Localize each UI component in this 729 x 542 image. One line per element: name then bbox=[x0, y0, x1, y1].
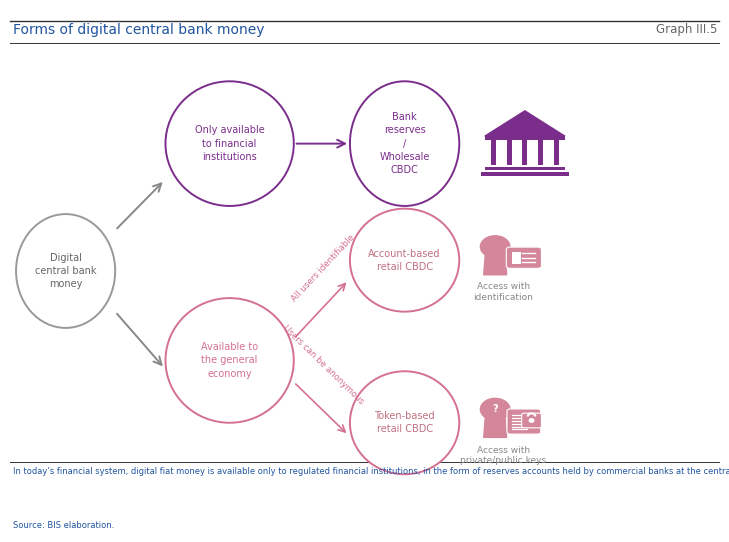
Ellipse shape bbox=[350, 81, 459, 206]
FancyBboxPatch shape bbox=[485, 136, 565, 140]
Text: Access with
private/public keys: Access with private/public keys bbox=[460, 446, 547, 466]
Text: In today’s financial system, digital fiat money is available only to regulated f: In today’s financial system, digital fia… bbox=[13, 467, 729, 476]
FancyBboxPatch shape bbox=[554, 137, 558, 165]
Ellipse shape bbox=[165, 81, 294, 206]
FancyBboxPatch shape bbox=[485, 167, 565, 170]
Ellipse shape bbox=[165, 298, 294, 423]
Text: Users can be anonymous: Users can be anonymous bbox=[281, 324, 366, 406]
Text: All users identifiable: All users identifiable bbox=[290, 233, 357, 304]
Text: Digital
central bank
money: Digital central bank money bbox=[35, 253, 96, 289]
Text: Bank
reserves
/
Wholesale
CBDC: Bank reserves / Wholesale CBDC bbox=[379, 112, 430, 175]
Polygon shape bbox=[483, 417, 507, 437]
Text: Graph III.5: Graph III.5 bbox=[656, 23, 717, 36]
Text: Available to
the general
economy: Available to the general economy bbox=[201, 342, 258, 379]
FancyBboxPatch shape bbox=[512, 253, 521, 264]
Text: Access with
identification: Access with identification bbox=[473, 282, 534, 301]
FancyBboxPatch shape bbox=[491, 137, 496, 165]
Ellipse shape bbox=[350, 209, 459, 312]
Circle shape bbox=[480, 236, 510, 257]
Ellipse shape bbox=[350, 371, 459, 474]
FancyBboxPatch shape bbox=[480, 172, 569, 176]
FancyBboxPatch shape bbox=[538, 137, 543, 165]
FancyBboxPatch shape bbox=[523, 137, 527, 165]
FancyBboxPatch shape bbox=[507, 409, 541, 434]
Circle shape bbox=[529, 419, 534, 422]
Polygon shape bbox=[485, 111, 565, 136]
FancyBboxPatch shape bbox=[522, 413, 542, 428]
FancyBboxPatch shape bbox=[507, 137, 512, 165]
Ellipse shape bbox=[16, 214, 115, 328]
FancyBboxPatch shape bbox=[506, 247, 542, 268]
Polygon shape bbox=[483, 254, 507, 275]
Text: Token-based
retail CBDC: Token-based retail CBDC bbox=[374, 411, 435, 434]
Circle shape bbox=[480, 398, 510, 421]
Text: Source: BIS elaboration.: Source: BIS elaboration. bbox=[13, 521, 114, 531]
Text: Only available
to financial
institutions: Only available to financial institutions bbox=[195, 125, 265, 162]
Text: Account-based
retail CBDC: Account-based retail CBDC bbox=[368, 249, 441, 272]
Text: Forms of digital central bank money: Forms of digital central bank money bbox=[13, 23, 265, 37]
Text: ?: ? bbox=[492, 404, 498, 414]
